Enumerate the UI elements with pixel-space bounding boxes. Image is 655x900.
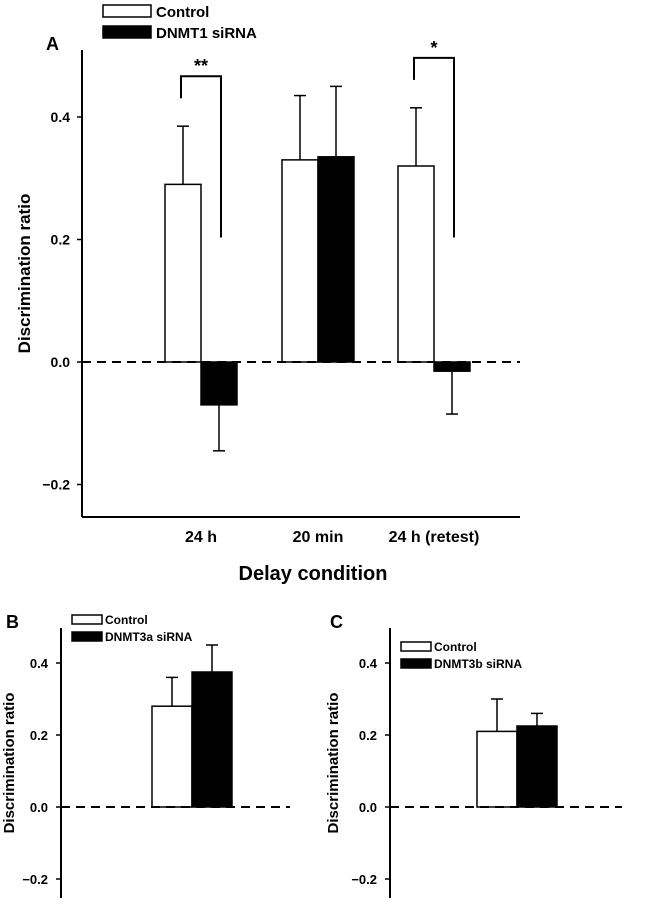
x-tick-label: 20 min	[293, 529, 344, 546]
bar-control	[164, 183, 202, 363]
bar-control	[476, 730, 518, 808]
y-tick-label: 0.2	[359, 728, 377, 743]
legend-swatch-control	[400, 641, 432, 652]
legend-label: Control	[434, 640, 477, 654]
panel-label: C	[330, 612, 343, 632]
y-tick-label: −0.2	[42, 477, 70, 493]
bar-dnmt3a-sirna	[191, 671, 233, 808]
y-tick-label: 0.4	[51, 109, 71, 125]
y-tick-label: 0.4	[30, 656, 49, 671]
bar-dnmt3b-sirna	[516, 725, 558, 808]
legend-swatch-dnmt3a-sirna	[71, 631, 103, 642]
legend-label: Control	[156, 4, 209, 21]
bar-control	[397, 165, 435, 363]
legend-swatch-control	[71, 614, 103, 625]
significance-bracket	[180, 75, 222, 238]
panel-label: B	[6, 612, 19, 632]
y-tick-label: −0.2	[22, 872, 48, 887]
y-axis-label: Discrimination ratio	[325, 693, 342, 834]
bar-dnmt1-sirna	[317, 156, 355, 363]
significance-marker: **	[194, 56, 208, 76]
y-tick-label: 0.2	[30, 728, 48, 743]
x-tick-label: 24 h	[185, 529, 217, 546]
y-tick-label: 0.4	[359, 656, 378, 671]
y-axis-label: Discrimination ratio	[1, 693, 18, 834]
legend-swatch-control	[102, 4, 152, 18]
bar-dnmt1-sirna	[433, 361, 471, 372]
bar-control	[281, 159, 319, 363]
legend-label: DNMT1 siRNA	[156, 25, 257, 42]
panel-label: A	[46, 34, 59, 54]
significance-bracket	[413, 56, 455, 238]
y-tick-label: 0.0	[30, 800, 48, 815]
significance-marker: *	[430, 38, 437, 58]
x-axis-label: Delay condition	[239, 563, 388, 585]
y-tick-label: 0.0	[359, 800, 377, 815]
panel-b: B 0.4 0.2 0.0 −0.2 Discrimination ratio Contro…	[1, 612, 290, 898]
legend-label: Control	[105, 613, 148, 627]
x-tick-label: 24 h (retest)	[389, 529, 480, 546]
legend-swatch-dnmt1-sirna	[102, 25, 152, 39]
bar-dnmt1-sirna	[200, 361, 238, 406]
legend: Control DNMT1 siRNA	[102, 4, 257, 42]
y-tick-label: 0.0	[51, 354, 71, 370]
y-axis-label: Discrimination ratio	[15, 194, 34, 354]
panel-c: C 0.4 0.2 0.0 −0.2 Discrimination ratio Contro…	[325, 612, 622, 898]
y-tick-label: 0.2	[51, 232, 71, 248]
legend: Control DNMT3a siRNA	[71, 613, 193, 644]
bar-control	[151, 705, 193, 808]
y-tick-label: −0.2	[351, 872, 377, 887]
legend-swatch-dnmt3b-sirna	[400, 658, 432, 669]
legend-label: DNMT3b siRNA	[434, 657, 522, 671]
legend-label: DNMT3a siRNA	[105, 630, 193, 644]
legend: Control DNMT3b siRNA	[400, 640, 522, 671]
